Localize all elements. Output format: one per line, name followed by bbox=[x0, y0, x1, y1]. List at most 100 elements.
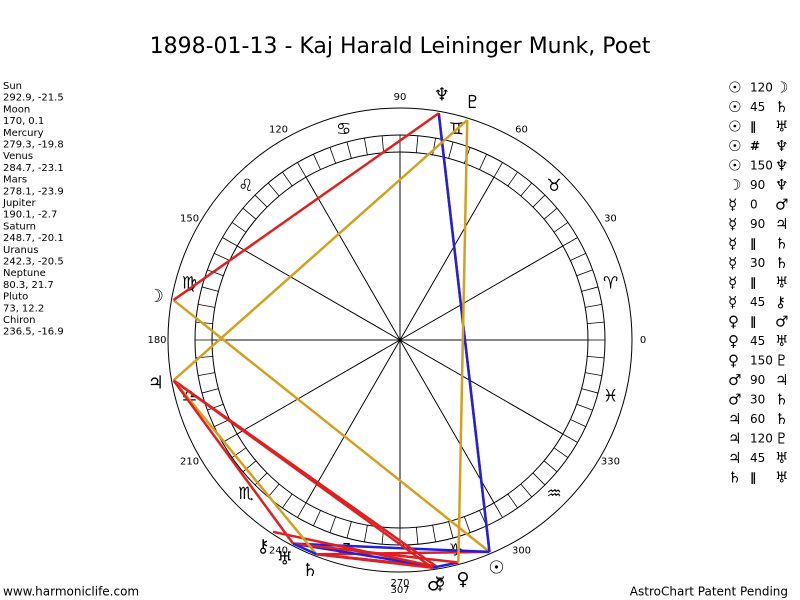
planet-longitude: 278.1 bbox=[3, 186, 32, 197]
aspect-type: 45 bbox=[750, 295, 765, 309]
aspect-to: ♅ bbox=[775, 118, 788, 136]
aspect-type: ∥ bbox=[750, 276, 756, 290]
aspect-to: ♂ bbox=[775, 196, 788, 214]
ring-tick bbox=[587, 321, 605, 325]
footer-left: www.harmoniclife.com bbox=[3, 585, 139, 599]
ring-tick bbox=[214, 253, 230, 261]
aspect-to: ♅ bbox=[775, 274, 788, 292]
planet-glyph: ♂ bbox=[427, 575, 443, 596]
aspect-from: ☿ bbox=[728, 196, 737, 214]
planet-name: Neptune bbox=[3, 268, 46, 279]
aspect-line bbox=[432, 561, 459, 569]
ring-tick bbox=[543, 207, 558, 220]
sign-glyph: ♋ bbox=[336, 119, 351, 139]
angle-label: 90 bbox=[394, 92, 407, 103]
aspect-from: ☽ bbox=[728, 176, 741, 194]
aspect-from: ♀ bbox=[728, 313, 739, 331]
aspect-type: 90 bbox=[750, 373, 765, 387]
ring-tick bbox=[198, 304, 215, 308]
aspect-from: ☿ bbox=[728, 274, 737, 292]
angle-label: 0 bbox=[640, 335, 646, 346]
planet-glyph: ⚷ bbox=[257, 536, 270, 557]
ring-tick bbox=[562, 433, 578, 443]
aspect-type: 0 bbox=[750, 198, 758, 212]
ring-tick bbox=[553, 222, 569, 233]
planet-longitude: 292.9 bbox=[3, 93, 32, 104]
ring-tick bbox=[532, 472, 546, 486]
ring-tick bbox=[267, 182, 280, 197]
aspect-line bbox=[457, 120, 469, 563]
separator: , bbox=[32, 140, 35, 151]
ring-tick bbox=[267, 483, 280, 498]
ring-tick bbox=[507, 493, 518, 509]
aspect-line bbox=[316, 553, 433, 569]
aspect-from: ♃ bbox=[728, 410, 741, 428]
aspect-from: ☉ bbox=[728, 137, 741, 155]
aspect-line bbox=[292, 542, 459, 564]
ring-tick bbox=[222, 237, 238, 247]
ring-tick bbox=[587, 355, 605, 359]
aspect-to: ♂ bbox=[775, 313, 788, 331]
aspect-from: ☿ bbox=[728, 293, 737, 311]
aspect-to: ♄ bbox=[775, 235, 788, 253]
separator: , bbox=[25, 280, 28, 291]
planet-latitude: -19.8 bbox=[38, 140, 64, 151]
aspect-line bbox=[172, 379, 295, 545]
ring-tick bbox=[415, 527, 419, 545]
aspect-from: ☿ bbox=[728, 215, 737, 233]
aspect-to: ♅ bbox=[775, 332, 788, 350]
ring-tick bbox=[381, 135, 385, 153]
angle-label: 270 bbox=[390, 578, 409, 589]
planet-latitude: -23.9 bbox=[38, 186, 64, 197]
planet-glyph: ♄ bbox=[302, 560, 318, 581]
planet-latitude: -20.1 bbox=[38, 233, 64, 244]
aspect-type: 45 bbox=[750, 100, 765, 114]
ring-tick bbox=[553, 447, 569, 458]
aspect-type: 90 bbox=[750, 178, 765, 192]
planet-name: Sun bbox=[3, 81, 22, 92]
aspect-type: 60 bbox=[750, 412, 765, 426]
ring-tick bbox=[479, 154, 487, 170]
aspect-type: 120 bbox=[750, 432, 773, 446]
aspect-type: ∥ bbox=[750, 237, 756, 251]
ring-tick bbox=[576, 269, 593, 277]
planet-name: Saturn bbox=[3, 221, 36, 232]
angle-label: 30 bbox=[604, 214, 617, 225]
aspect-type: 30 bbox=[750, 393, 765, 407]
planet-latitude: -2.7 bbox=[38, 210, 58, 221]
angle-label: 210 bbox=[180, 457, 199, 468]
aspect-to: ♆ bbox=[775, 176, 788, 194]
ring-tick bbox=[201, 388, 219, 394]
planet-name: Pluto bbox=[3, 292, 28, 303]
aspect-type: ∥ bbox=[750, 120, 756, 134]
ring-tick bbox=[493, 162, 503, 178]
aspect-from: ♂ bbox=[728, 371, 741, 389]
ring-tick bbox=[507, 171, 518, 187]
aspect-from: ☉ bbox=[728, 157, 741, 175]
angle-label: 120 bbox=[269, 125, 288, 136]
aspect-from: ☿ bbox=[728, 235, 737, 253]
planet-name: Mars bbox=[3, 175, 27, 186]
planet-name: Venus bbox=[3, 151, 33, 162]
aspect-to: ♅ bbox=[775, 469, 788, 487]
aspect-type: 150 bbox=[750, 354, 773, 368]
planet-longitude: 279.3 bbox=[3, 140, 32, 151]
sign-glyph: ♓ bbox=[603, 386, 618, 406]
ring-tick bbox=[346, 141, 352, 159]
ring-tick bbox=[562, 237, 578, 247]
ring-tick bbox=[415, 135, 419, 153]
ring-tick bbox=[214, 419, 230, 427]
separator: , bbox=[32, 257, 35, 268]
planet-glyph: ♃ bbox=[148, 372, 164, 393]
aspect-to: ♇ bbox=[775, 430, 788, 448]
ring-tick bbox=[313, 154, 321, 170]
aspect-from: ☉ bbox=[728, 98, 741, 116]
outer-circle bbox=[167, 107, 633, 573]
separator: , bbox=[32, 186, 35, 197]
ring-tick bbox=[282, 171, 293, 187]
ring-tick bbox=[254, 194, 268, 208]
marker-label: 307 bbox=[390, 585, 409, 596]
ring-tick bbox=[329, 147, 337, 164]
ring-tick bbox=[364, 525, 368, 542]
